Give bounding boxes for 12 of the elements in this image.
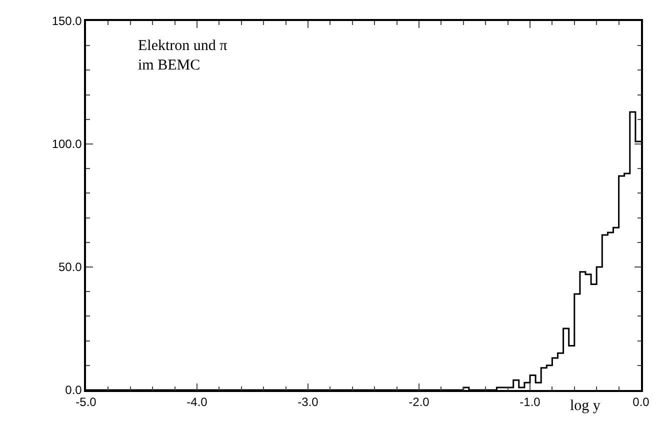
x-tick-label: -1.0	[520, 395, 541, 410]
x-tick-label: -2.0	[408, 395, 430, 410]
y-tick-label: 100.0	[52, 137, 82, 152]
annotation: Elektron und π im BEMC	[138, 38, 228, 74]
x-axis-title: log y	[570, 398, 601, 414]
y-tick-label: 50.0	[58, 260, 82, 274]
x-tick-label: -3.0	[298, 395, 319, 410]
x-tick-label: 0.0	[632, 395, 650, 410]
y-tick-label: 150.0	[52, 14, 82, 28]
x-tick-label: -5.0	[76, 395, 97, 410]
x-tick-label: -4.0	[186, 395, 208, 410]
y-tick-label: 0.0	[65, 383, 82, 398]
